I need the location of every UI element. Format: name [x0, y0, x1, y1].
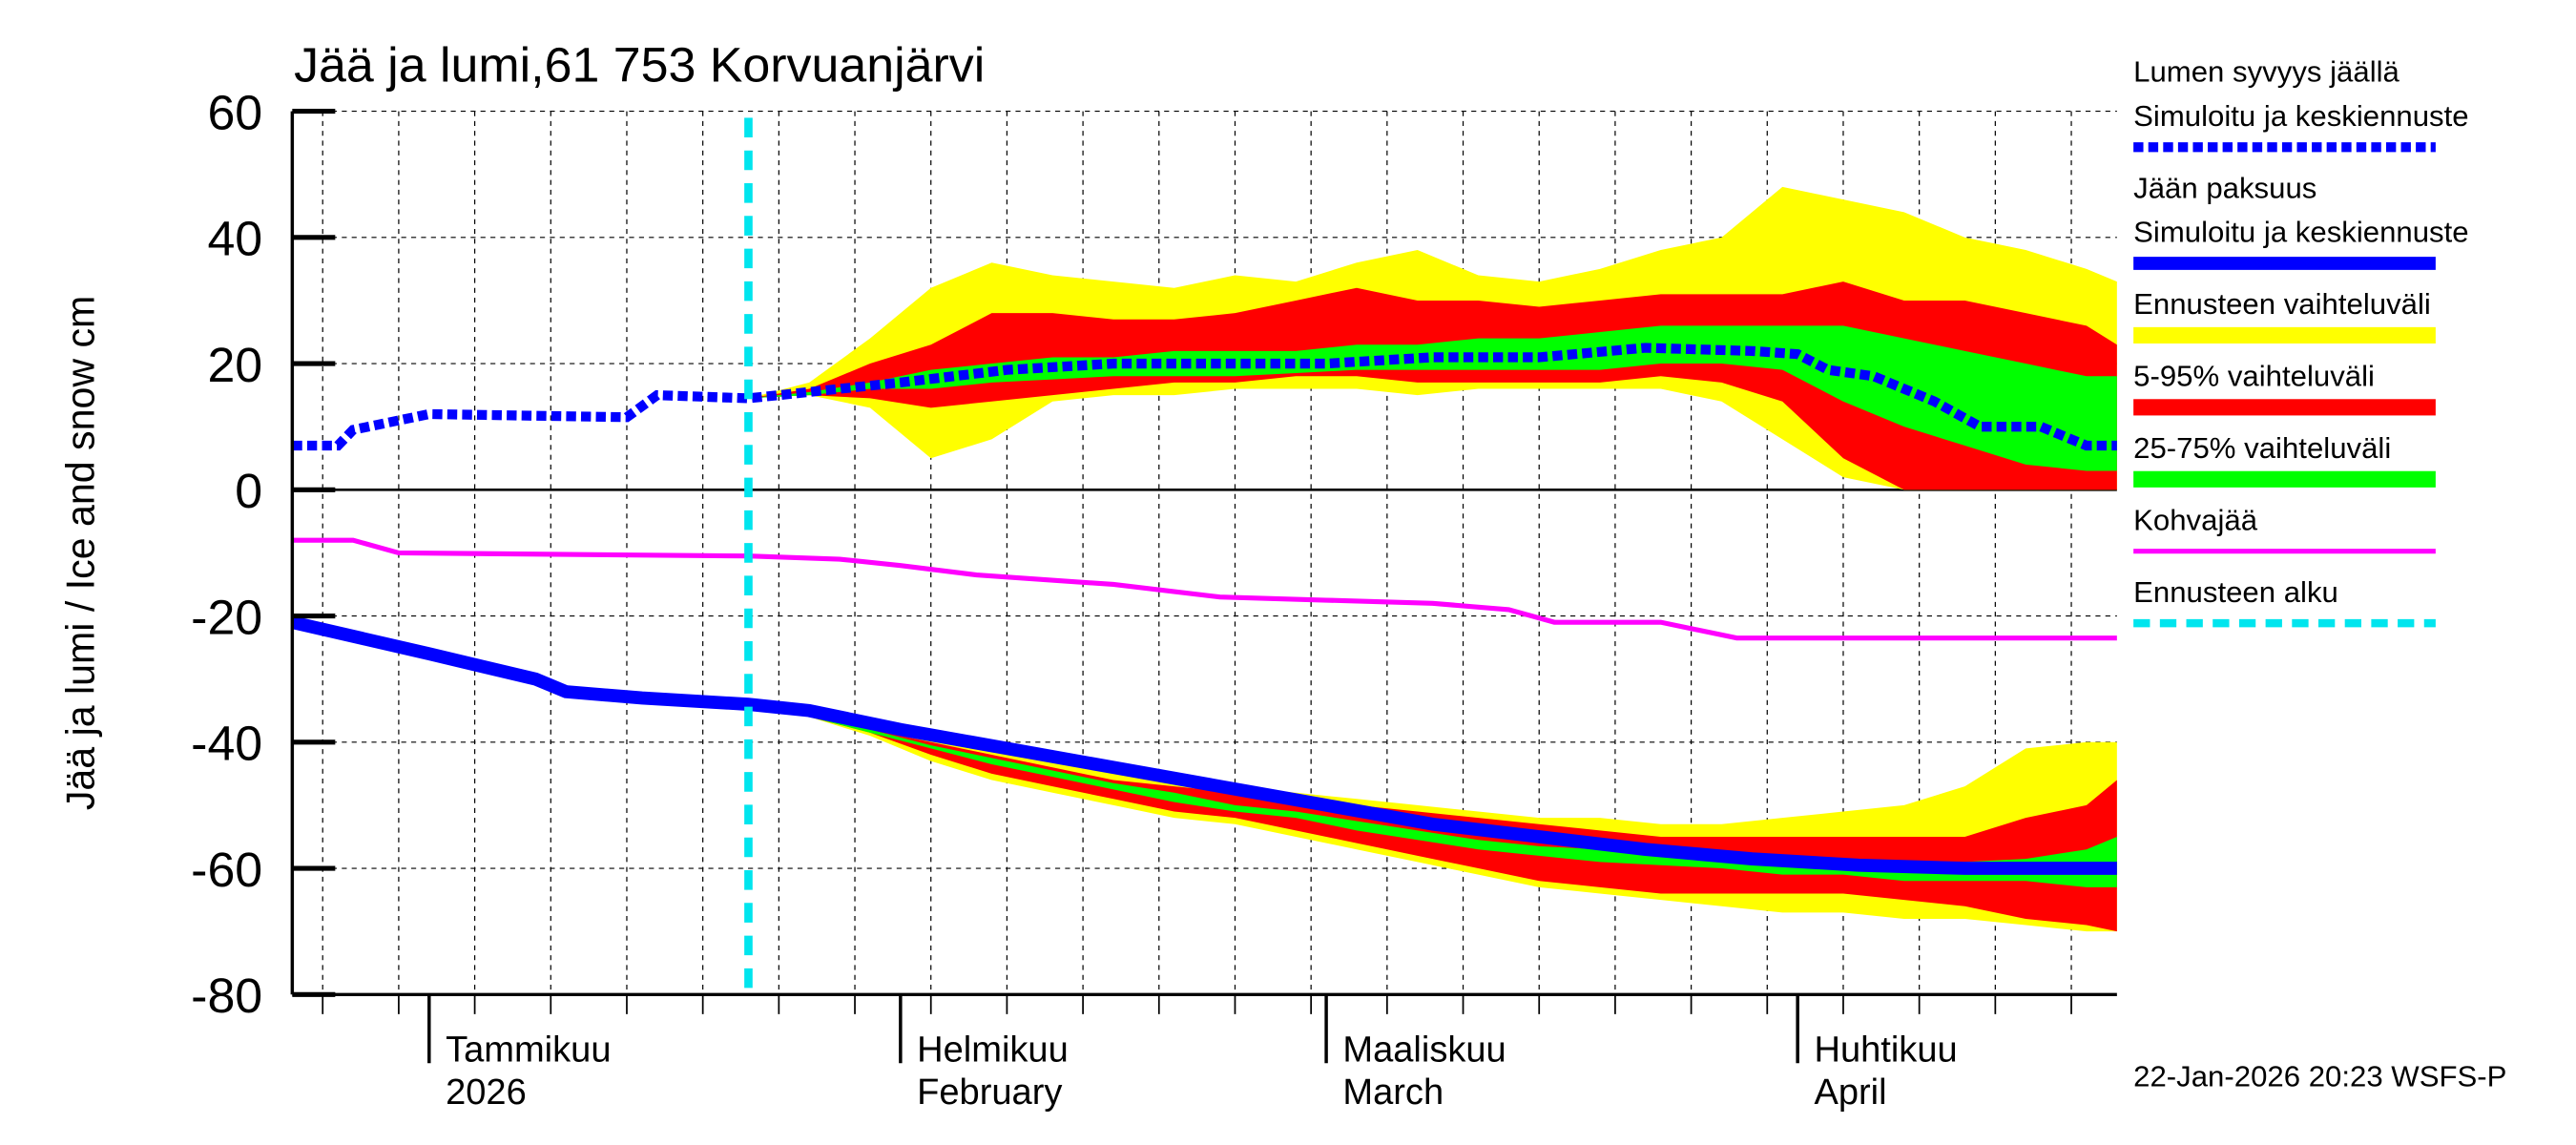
- y-axis-label: Jää ja lumi / Ice and snow cm: [58, 296, 102, 810]
- legend-label: Ennusteen alku: [2133, 575, 2338, 609]
- legend-label: Jään paksuus: [2133, 172, 2316, 205]
- legend-swatch: [2133, 326, 2436, 344]
- chart-title: Jää ja lumi,61 753 Korvuanjärvi: [294, 37, 985, 93]
- x-month-label-fi: Maaliskuu: [1342, 1030, 1506, 1071]
- x-month-label-fi: Tammikuu: [446, 1030, 611, 1071]
- y-tick-label: 20: [207, 337, 262, 392]
- legend-label: 25-75% vaihteluväli: [2133, 431, 2391, 465]
- y-tick-label: -40: [191, 716, 262, 771]
- legend-label: 5-95% vaihteluväli: [2133, 360, 2375, 393]
- y-tick-label: 0: [235, 463, 262, 518]
- snow-25-75-band: [748, 325, 2117, 471]
- legend-label: Ennusteen vaihteluväli: [2133, 287, 2431, 321]
- x-month-label-en: March: [1342, 1072, 1444, 1113]
- legend-swatch: [2133, 399, 2436, 416]
- y-tick-label: 60: [207, 85, 262, 140]
- x-month-label-fi: Helmikuu: [917, 1030, 1069, 1071]
- legend-label: Simuloitu ja keskiennuste: [2133, 99, 2468, 133]
- y-tick-label: -80: [191, 968, 262, 1023]
- footer-timestamp: 22-Jan-2026 20:23 WSFS-P: [2133, 1059, 2506, 1093]
- legend-label: Lumen syvyys jäällä: [2133, 55, 2399, 89]
- snow-depth-line: [292, 343, 2117, 451]
- lines: [290, 117, 2117, 995]
- y-tick-label: -60: [191, 842, 262, 897]
- x-month-label-en: 2026: [446, 1072, 527, 1113]
- legend-label: Kohvajää: [2133, 504, 2258, 537]
- x-month-label-fi: Huhtikuu: [1814, 1030, 1957, 1071]
- legend: Lumen syvyys jäällä Simuloitu ja keskienn…: [2133, 55, 2469, 628]
- y-tick-label: -20: [191, 590, 262, 645]
- x-month-label-en: April: [1814, 1072, 1886, 1113]
- x-month-label-en: February: [917, 1072, 1062, 1113]
- y-tick-label: 40: [207, 211, 262, 266]
- legend-swatch: [2133, 470, 2436, 488]
- legend-label: Simuloitu ja keskiennuste: [2133, 216, 2468, 249]
- ice-thickness-line: [290, 615, 2117, 875]
- slush-ice-line: [292, 537, 2117, 641]
